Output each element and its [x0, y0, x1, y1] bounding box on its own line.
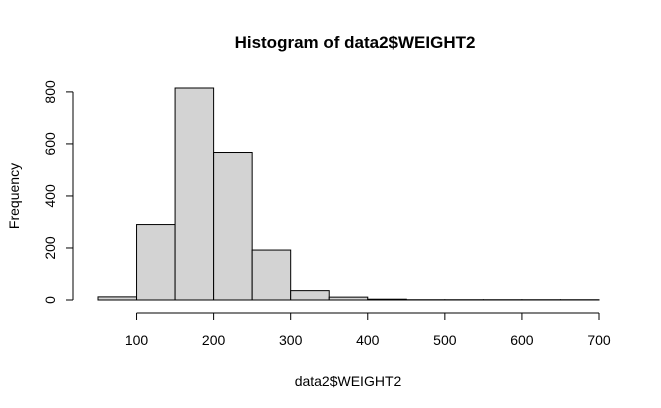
x-tick-label-400: 400	[356, 332, 380, 348]
histogram-bar-1	[136, 224, 176, 301]
histogram-bar-2	[174, 87, 215, 301]
histogram-bar-6	[328, 296, 369, 301]
y-tick-label-200: 200	[42, 236, 58, 260]
histogram-bar-5	[290, 290, 330, 301]
x-axis-label: data2$WEIGHT2	[295, 373, 402, 389]
histogram-bar-7	[367, 298, 407, 301]
x-tick-label-500: 500	[433, 332, 457, 348]
histogram-bar-3	[213, 152, 253, 301]
x-tick-label-100: 100	[125, 332, 149, 348]
histogram-bar-0	[97, 296, 138, 301]
x-tick-label-300: 300	[279, 332, 303, 348]
histogram-bar-4	[251, 249, 292, 301]
y-tick-label-600: 600	[42, 132, 58, 156]
chart-title: Histogram of data2$WEIGHT2	[235, 33, 476, 52]
x-tick-label-200: 200	[202, 332, 226, 348]
y-tick-label-400: 400	[42, 184, 58, 208]
y-tick-label-800: 800	[42, 80, 58, 104]
x-tick-label-700: 700	[587, 332, 611, 348]
x-tick-label-600: 600	[510, 332, 534, 348]
x-axis: 100 200 300 400 500 600 700	[125, 312, 611, 348]
y-axis-label: Frequency	[6, 163, 22, 229]
y-tick-label-0: 0	[42, 296, 58, 304]
bars-group	[97, 87, 600, 301]
y-axis: 0 200 400 600 800	[42, 80, 74, 304]
